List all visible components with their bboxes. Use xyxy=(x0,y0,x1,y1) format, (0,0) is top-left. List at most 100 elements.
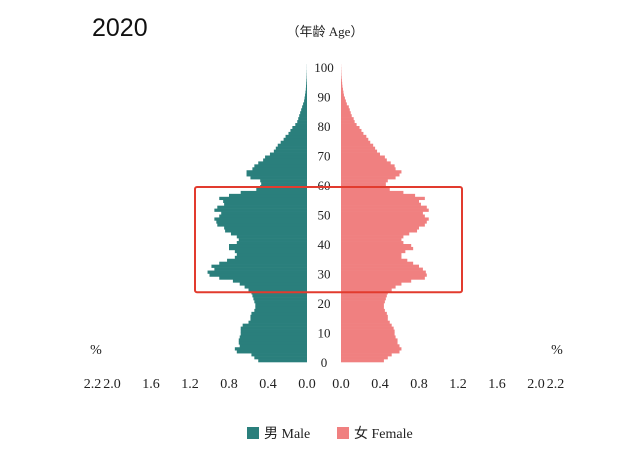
male-bar-age-15 xyxy=(250,314,307,319)
female-bar-age-63 xyxy=(341,173,400,177)
male-pct-tick-2.2: 2.2 xyxy=(84,377,102,392)
female-bar-age-39 xyxy=(341,244,412,248)
female-bar-age-91 xyxy=(341,90,344,94)
female-bar-age-67 xyxy=(341,161,391,165)
male-bar-age-37 xyxy=(234,249,307,254)
female-bar-age-28 xyxy=(341,276,425,280)
female-bar-age-43 xyxy=(341,232,410,236)
male-bar-age-80 xyxy=(295,123,307,127)
female-bar-age-38 xyxy=(341,246,414,251)
female-bar-age-96 xyxy=(341,75,342,80)
legend-female-label: 女 Female xyxy=(354,425,413,442)
female-pct-tick-2.0: 2.0 xyxy=(527,377,545,392)
male-bar-age-13 xyxy=(248,320,307,324)
female-bar-age-56 xyxy=(341,193,416,198)
male-bar-age-48 xyxy=(214,217,307,221)
male-bar-age-0 xyxy=(258,359,307,363)
female-bar-age-13 xyxy=(341,320,390,324)
female-bar-age-7 xyxy=(341,338,398,342)
age-axis-title: （年龄 Age） xyxy=(287,24,364,39)
female-bar-age-94 xyxy=(341,81,343,85)
female-bar-age-9 xyxy=(341,332,395,336)
female-bar-age-4 xyxy=(341,347,402,351)
female-bar-age-65 xyxy=(341,167,396,171)
female-bar-age-10 xyxy=(341,329,395,333)
female-bar-age-53 xyxy=(341,202,421,206)
legend-male-swatch xyxy=(247,427,259,439)
male-bar-age-10 xyxy=(240,329,307,333)
male-bar-age-26 xyxy=(239,282,307,286)
female-bar-age-21 xyxy=(341,297,386,301)
male-bar-age-32 xyxy=(211,264,307,268)
male-bar-age-43 xyxy=(230,232,307,236)
female-bar-age-15 xyxy=(341,314,388,319)
female-bars xyxy=(341,64,429,363)
female-bar-age-33 xyxy=(341,261,414,265)
male-bar-age-9 xyxy=(240,332,307,336)
female-bar-age-47 xyxy=(341,220,427,224)
female-bar-age-87 xyxy=(341,102,347,106)
male-bar-age-72 xyxy=(275,146,307,150)
female-bar-age-73 xyxy=(341,143,374,147)
male-bar-age-58 xyxy=(256,187,307,192)
male-bar-age-16 xyxy=(251,311,307,316)
female-bar-age-92 xyxy=(341,87,343,91)
female-bar-age-68 xyxy=(341,158,387,162)
female-bar-age-81 xyxy=(341,120,355,124)
male-bar-age-92 xyxy=(305,87,307,91)
male-bar-age-30 xyxy=(207,270,307,274)
male-bar-age-38 xyxy=(229,246,307,251)
age-tick-50: 50 xyxy=(318,208,331,223)
female-bar-age-48 xyxy=(341,217,429,221)
male-bar-age-62 xyxy=(250,176,307,180)
female-bar-age-16 xyxy=(341,311,387,316)
male-bar-age-31 xyxy=(214,267,307,271)
age-tick-20: 20 xyxy=(318,296,331,311)
female-bar-age-52 xyxy=(341,205,427,209)
female-bar-age-45 xyxy=(341,226,419,230)
female-bar-age-66 xyxy=(341,164,395,168)
male-bar-age-4 xyxy=(234,347,307,351)
legend: 男 Male 女 Female xyxy=(247,425,413,442)
female-pct-tick-0.0: 0.0 xyxy=(332,377,350,392)
female-bar-age-30 xyxy=(341,270,426,274)
male-bar-age-36 xyxy=(236,252,307,257)
age-tick-30: 30 xyxy=(318,267,331,282)
female-bar-age-85 xyxy=(341,108,350,112)
male-bar-age-94 xyxy=(306,81,307,85)
male-bar-age-88 xyxy=(304,99,307,103)
male-bar-age-18 xyxy=(255,305,307,310)
male-bar-age-21 xyxy=(253,297,307,301)
female-bar-age-46 xyxy=(341,223,425,227)
female-bar-age-49 xyxy=(341,214,425,218)
age-axis: 0 10 20 30 40 50 60 70 80 90 100 xyxy=(314,60,334,370)
female-bar-age-86 xyxy=(341,105,349,109)
female-bar-age-0 xyxy=(341,359,384,363)
female-bar-age-75 xyxy=(341,137,369,142)
male-bar-age-39 xyxy=(229,244,307,248)
female-pct-tick-0.4: 0.4 xyxy=(371,377,389,392)
female-bar-age-24 xyxy=(341,288,392,292)
male-bar-age-63 xyxy=(246,173,307,177)
female-bar-age-88 xyxy=(341,99,346,103)
male-bar-age-73 xyxy=(277,143,307,147)
male-bar-age-85 xyxy=(301,108,307,112)
age-tick-0: 0 xyxy=(321,355,328,370)
male-bar-age-44 xyxy=(225,229,307,233)
male-bar-age-5 xyxy=(239,344,307,348)
male-bar-age-95 xyxy=(306,78,307,83)
female-bar-age-29 xyxy=(341,273,427,277)
male-bar-age-79 xyxy=(292,126,307,130)
male-bar-age-14 xyxy=(250,317,307,321)
female-bar-age-50 xyxy=(341,211,423,215)
female-bar-age-41 xyxy=(341,238,402,242)
male-bar-age-35 xyxy=(234,255,307,260)
female-bar-age-35 xyxy=(341,255,402,260)
chart-title: 2020 xyxy=(92,14,148,42)
female-bar-age-31 xyxy=(341,267,423,271)
male-bar-age-57 xyxy=(240,190,307,195)
age-tick-90: 90 xyxy=(318,90,331,105)
male-bar-age-69 xyxy=(265,155,307,159)
male-bar-age-84 xyxy=(300,111,307,115)
male-bar-age-20 xyxy=(254,300,307,304)
